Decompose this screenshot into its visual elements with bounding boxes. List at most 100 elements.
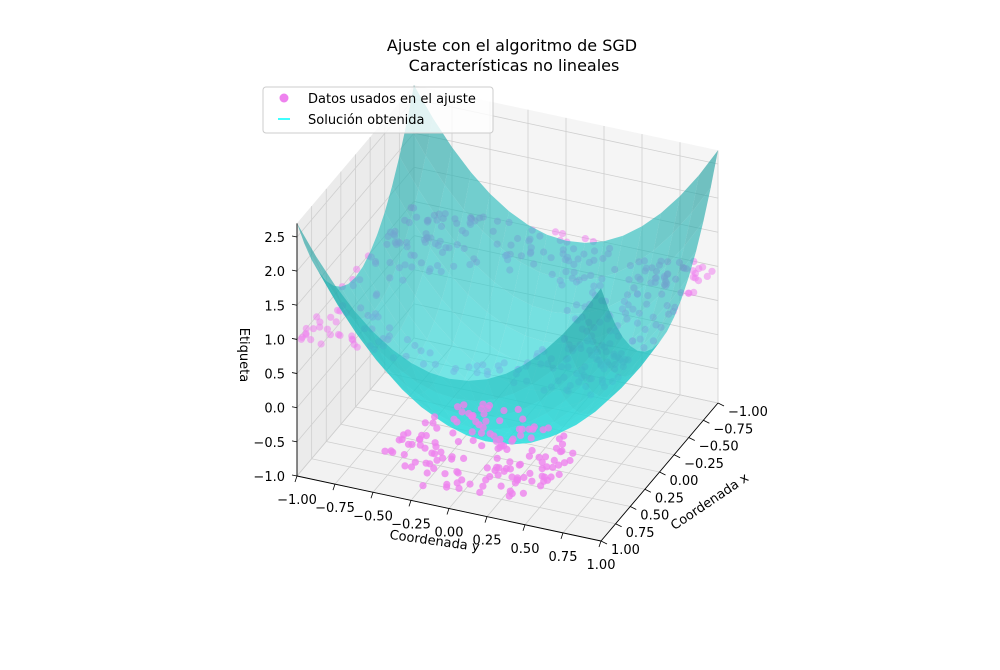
surface-patch — [460, 294, 488, 338]
data-point — [491, 466, 499, 474]
surface-patch — [444, 147, 471, 210]
z-axis-label: Etiqueta — [236, 328, 251, 382]
surface-patch — [643, 301, 670, 345]
x-tick-label: −0.25 — [684, 457, 724, 472]
data-point — [400, 451, 408, 459]
data-point — [497, 482, 505, 490]
x-tick-label: 0.00 — [670, 474, 699, 489]
data-point — [558, 230, 567, 238]
data-point — [493, 454, 501, 462]
data-point — [695, 265, 703, 273]
data-point — [528, 446, 536, 455]
data-point — [477, 429, 486, 437]
surface-patch — [539, 387, 566, 414]
surface-patch — [380, 352, 407, 386]
data-point — [500, 467, 508, 475]
z-tick-mark — [291, 269, 298, 272]
surface-patch — [513, 384, 540, 411]
data-point — [550, 456, 558, 464]
surface-patch — [362, 252, 390, 300]
surface-patch — [406, 385, 433, 412]
surface-patch — [625, 349, 653, 377]
surface-patch — [539, 234, 566, 279]
surface-patch — [399, 369, 426, 400]
surface-patch — [373, 331, 400, 370]
surface-patch — [551, 278, 578, 314]
surface-patch — [498, 325, 526, 362]
surface-patch — [646, 233, 673, 285]
surface-patch — [418, 155, 445, 219]
surface-patch — [589, 308, 616, 350]
data-point — [460, 401, 468, 409]
surface-patch — [563, 313, 590, 355]
surface-patch — [449, 243, 476, 295]
data-point — [547, 473, 555, 481]
chart-title: Ajuste con el algoritmo de SGD — [387, 36, 637, 55]
surface-patch — [587, 394, 615, 415]
data-point — [437, 448, 445, 456]
surface-patch — [691, 150, 718, 213]
x-tick-mark — [703, 419, 710, 424]
data-point — [332, 318, 340, 326]
data-point — [407, 463, 416, 471]
surface-patch — [459, 430, 486, 442]
surface-patch — [603, 337, 631, 371]
surface-patch — [418, 383, 445, 410]
y-tick-label: −0.25 — [391, 517, 431, 532]
surface-patch — [456, 209, 483, 265]
data-point — [453, 468, 461, 476]
data-point — [449, 429, 457, 437]
surface-patch — [434, 299, 461, 343]
z-tick-label: 1.0 — [264, 333, 285, 348]
legend-label-points: Datos usados en el ajuste — [308, 92, 476, 107]
surface-patch — [501, 211, 528, 263]
data-point — [514, 405, 522, 413]
x-tick-mark — [644, 488, 652, 493]
data-point — [517, 431, 525, 439]
surface-patch — [297, 223, 324, 277]
x-tick-label: −0.75 — [713, 422, 753, 437]
surface-patch — [546, 400, 574, 422]
surface-patch — [532, 272, 559, 312]
data-point — [490, 432, 498, 440]
x-tick-mark — [630, 506, 637, 510]
surface-patch — [394, 380, 422, 407]
surface-patch — [542, 426, 569, 438]
x-tick-label: −1.00 — [728, 405, 768, 420]
data-point — [404, 429, 412, 437]
surface-patch — [354, 310, 381, 352]
surface-patch — [611, 346, 638, 376]
y-tick-mark — [522, 524, 526, 531]
data-point — [551, 228, 560, 236]
chart-subtitle: Características no lineales — [409, 56, 620, 75]
surface-patch — [411, 189, 438, 248]
surface-patch — [665, 212, 692, 267]
data-point — [411, 458, 419, 466]
data-point — [468, 412, 476, 420]
surface-patch — [479, 312, 507, 352]
data-point — [479, 482, 487, 490]
surface-patch — [684, 187, 711, 247]
surface-patch — [430, 218, 457, 274]
floor-grid-line — [311, 458, 616, 525]
z-tick-mark — [291, 338, 298, 340]
data-point — [527, 434, 535, 442]
data-point — [519, 415, 527, 423]
x-tick-label: 0.50 — [640, 509, 669, 524]
surface-patch — [532, 371, 559, 401]
surface-patch — [316, 256, 343, 306]
back-grid-line — [413, 132, 719, 199]
data-point — [485, 401, 494, 410]
data-point — [482, 476, 490, 484]
data-point — [381, 447, 389, 455]
floor-grid-line — [326, 441, 631, 507]
data-point — [426, 460, 434, 468]
tick-labels: −1.00−0.75−0.50−0.250.000.250.500.751.00… — [253, 231, 767, 573]
surface-patch — [399, 122, 426, 190]
data-point — [508, 473, 516, 481]
surface-patch — [440, 420, 467, 436]
surface-patch — [482, 193, 509, 249]
surface-patch — [592, 370, 619, 397]
data-point — [429, 419, 437, 427]
